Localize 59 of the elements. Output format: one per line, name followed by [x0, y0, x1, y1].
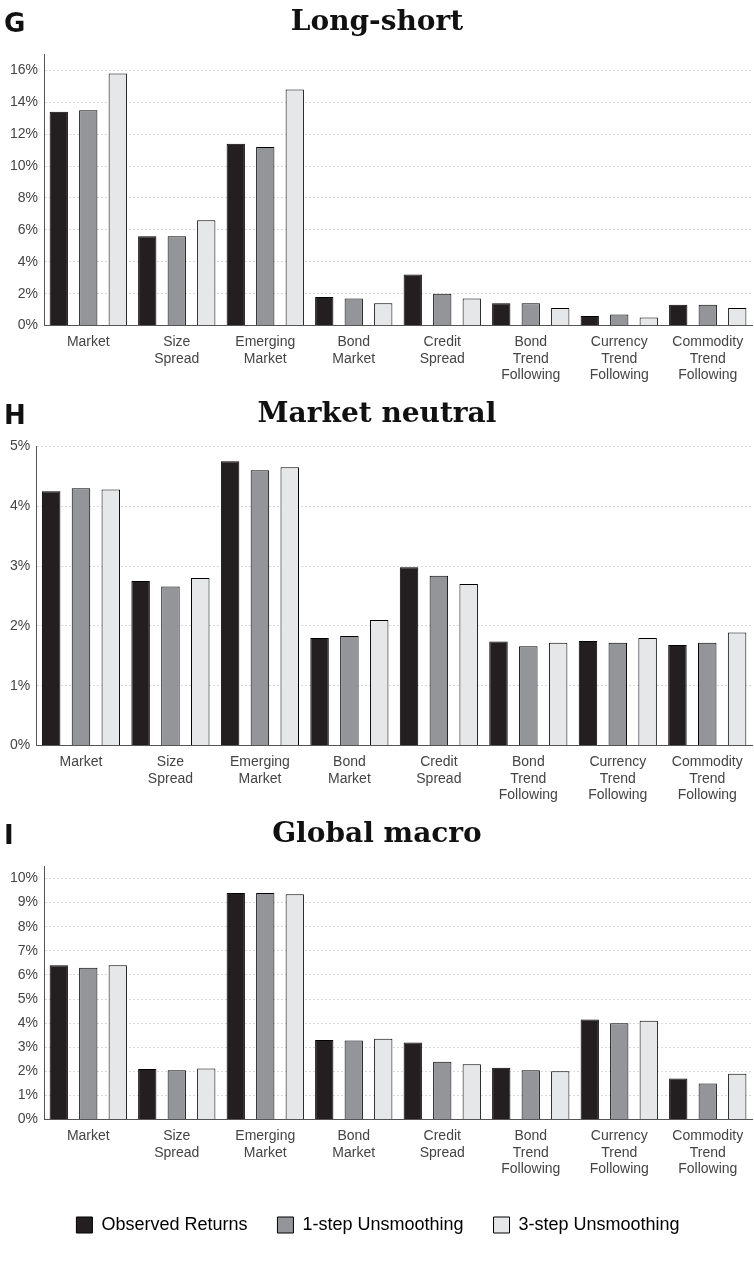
text: G	[4, 8, 26, 38]
y-tick-label: 3%	[17, 1038, 39, 1055]
chart-title: Market neutral	[257, 396, 497, 429]
x-tick-label: Bond Trend Following	[498, 752, 558, 803]
x-tick-label: Commodity Trend Following	[672, 1126, 744, 1177]
x-tick-label: Size Spread	[147, 752, 194, 786]
text: H	[4, 400, 26, 430]
y-tick-label: 0%	[17, 1110, 39, 1127]
x-tick-label: Currency Trend Following	[589, 1126, 649, 1177]
x-tick-label: Market	[66, 1126, 110, 1143]
y-tick-label: 0%	[10, 736, 31, 753]
legend-label: 1-step Unsmoothing	[302, 1213, 464, 1234]
x-tick-label: Emerging Market	[235, 1126, 296, 1160]
x-tick-label: Emerging Market	[235, 332, 296, 366]
y-tick-label: 10%	[9, 869, 39, 886]
x-tick-label: Bond Market	[327, 752, 371, 786]
text: I	[4, 820, 14, 850]
x-tick-label: Size Spread	[154, 1126, 200, 1160]
x-tick-label: Currency Trend Following	[589, 332, 649, 383]
y-tick-label: 0%	[17, 316, 39, 333]
y-tick-label: 9%	[17, 893, 39, 910]
y-tick-label: 5%	[10, 437, 31, 454]
y-tick-label: 2%	[10, 616, 31, 633]
x-tick-label: Bond Market	[332, 1126, 376, 1160]
y-tick-label: 8%	[17, 188, 39, 205]
chart-title: Long-short	[290, 4, 464, 37]
x-tick-label: Credit Spread	[416, 752, 462, 786]
y-tick-label: 1%	[10, 676, 31, 693]
y-tick-label: 1%	[17, 1086, 39, 1103]
y-tick-label: 10%	[9, 156, 39, 173]
y-tick-label: 6%	[17, 965, 39, 982]
y-tick-label: 5%	[17, 989, 39, 1006]
x-tick-label: Bond Trend Following	[501, 332, 561, 383]
x-tick-label: Bond Market	[332, 332, 376, 366]
x-tick-label: Commodity Trend Following	[671, 752, 743, 803]
legend-label: Observed Returns	[101, 1213, 248, 1234]
x-tick-label: Market	[66, 332, 110, 349]
y-tick-label: 2%	[17, 1062, 39, 1079]
y-tick-label: 16%	[9, 61, 39, 78]
y-tick-label: 3%	[10, 556, 31, 573]
y-tick-label: 4%	[17, 1014, 39, 1030]
y-tick-label: 14%	[9, 93, 39, 110]
y-tick-label: 6%	[17, 220, 39, 237]
x-tick-label: Market	[59, 752, 103, 769]
legend-label: 3-step Unsmoothing	[518, 1213, 680, 1234]
y-tick-label: 4%	[10, 497, 31, 514]
chart-title: Global macro	[272, 816, 482, 849]
y-tick-label: 4%	[17, 252, 39, 269]
x-tick-label: Commodity Trend Following	[672, 332, 744, 383]
y-tick-label: 2%	[17, 284, 39, 301]
x-tick-label: Emerging Market	[229, 752, 290, 786]
x-tick-label: Size Spread	[154, 332, 200, 366]
x-tick-label: Currency Trend Following	[588, 752, 648, 803]
x-tick-label: Bond Trend Following	[501, 1126, 561, 1177]
x-tick-label: Credit Spread	[419, 1126, 465, 1160]
y-tick-label: 7%	[17, 941, 39, 958]
y-tick-label: 8%	[17, 917, 39, 934]
y-tick-label: 12%	[9, 125, 39, 142]
x-tick-label: Credit Spread	[419, 332, 465, 366]
